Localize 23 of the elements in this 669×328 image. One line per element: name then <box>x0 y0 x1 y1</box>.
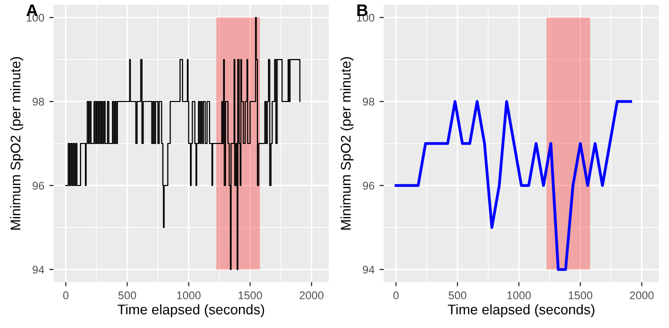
x-axis-title: Time elapsed (seconds) <box>448 304 594 318</box>
x-tick-label: 1500 <box>238 291 262 300</box>
y-tick-label: 94 <box>32 266 44 274</box>
x-tick-label: 2000 <box>630 291 654 300</box>
y-tick-label: 96 <box>362 182 374 190</box>
x-tick-label: 500 <box>448 291 466 300</box>
y-tick-label: 98 <box>362 98 374 106</box>
x-tick-label: 1500 <box>568 291 592 300</box>
y-axis-title: Minimum SpO2 (per minute) <box>340 57 354 230</box>
line-series <box>394 100 632 271</box>
x-axis-title: Time elapsed (seconds) <box>118 304 264 318</box>
y-tick-label: 94 <box>362 266 374 274</box>
x-tick-label: 500 <box>118 291 136 300</box>
y-tick-label: 98 <box>32 98 44 106</box>
y-axis-title: Minimum SpO2 (per minute) <box>10 57 24 230</box>
chart-title: B <box>357 4 368 16</box>
x-tick-label: 0 <box>63 291 68 300</box>
x-tick-label: 1000 <box>177 291 201 300</box>
x-tick-label: 1000 <box>507 291 531 300</box>
x-tick-label: 0 <box>393 291 399 300</box>
y-tick-label: 96 <box>32 182 44 190</box>
x-tick-label: 2000 <box>300 291 324 300</box>
chart-title: A <box>26 4 38 16</box>
